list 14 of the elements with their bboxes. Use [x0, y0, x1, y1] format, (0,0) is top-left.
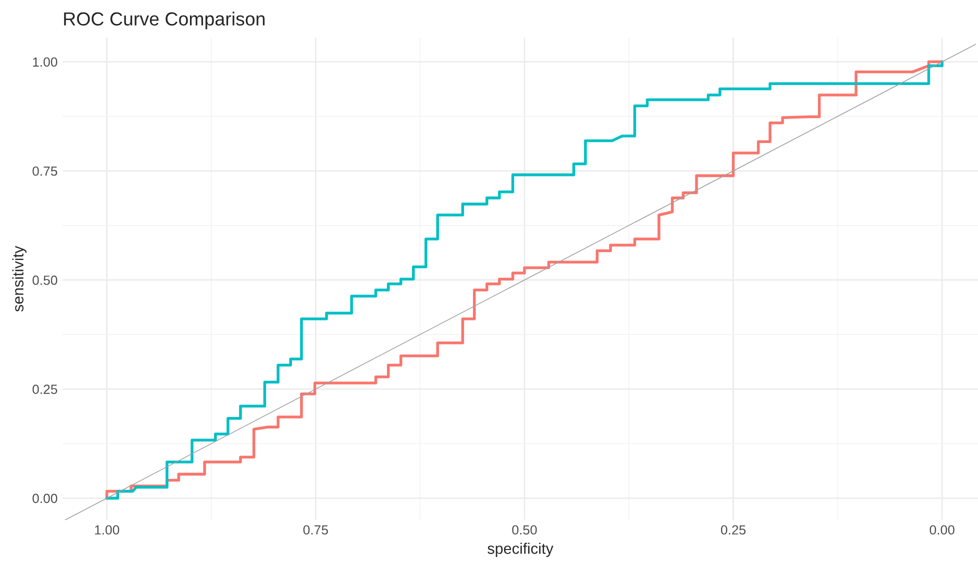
y-tick-label: 0.25	[32, 384, 58, 394]
x-tick-label: 0.25	[720, 525, 746, 535]
y-tick-label: 1.00	[33, 57, 58, 67]
y-tick-label: 0.00	[32, 494, 58, 504]
y-axis-title: sensitivity	[12, 246, 26, 312]
chart-title: ROC Curve Comparison	[64, 12, 265, 30]
y-tick-label: 0.75	[32, 166, 58, 176]
x-tick-label: 0.00	[930, 525, 954, 535]
x-tick-label: 1.00	[95, 525, 120, 535]
x-tick-label: 0.50	[512, 525, 537, 535]
y-tick-label: 0.50	[32, 276, 58, 285]
x-tick-label: 0.75	[303, 525, 328, 535]
line-series	[105, 60, 944, 500]
x-axis-title: specificity	[488, 542, 554, 557]
